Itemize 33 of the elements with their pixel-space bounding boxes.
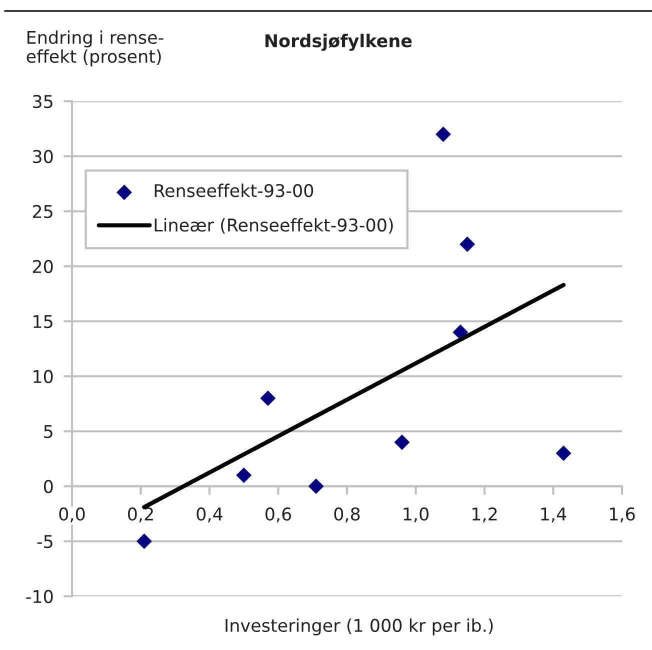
y-tick-label: 0 bbox=[44, 480, 53, 494]
y-tick-label: -5 bbox=[37, 535, 52, 548]
y-tick-label: 30 bbox=[33, 150, 53, 164]
x-tick-label: 1,4 bbox=[541, 508, 566, 522]
y-tick-label: 15 bbox=[34, 315, 52, 328]
y-tick-label: -10 bbox=[26, 590, 53, 604]
y-axis-title: Endring i rense- effekt (prosent) bbox=[26, 30, 164, 66]
x-tick-label: 1,2 bbox=[472, 507, 497, 522]
point bbox=[452, 324, 468, 340]
x-axis-title: Investeringer (1 000 kr per ib.) bbox=[226, 618, 493, 636]
point bbox=[394, 434, 410, 450]
legend-label: Renseeffekt-93-00 bbox=[154, 184, 314, 198]
y-tick-label: 10 bbox=[34, 370, 53, 384]
x-tick-label: 0,4 bbox=[196, 507, 222, 522]
x-tick-label: 1,6 bbox=[610, 507, 635, 522]
x-tick-label: 0,8 bbox=[334, 507, 360, 522]
point bbox=[236, 468, 252, 483]
x-tick-label: 0,2 bbox=[128, 507, 153, 522]
point bbox=[308, 478, 324, 494]
y-tick-label: 25 bbox=[32, 204, 52, 218]
legend-label: Lineær (Renseeffekt-93-00) bbox=[154, 218, 393, 234]
point bbox=[556, 446, 572, 461]
point bbox=[436, 126, 451, 142]
x-tick-label: 0,0 bbox=[59, 507, 85, 522]
x-tick-label: 1,0 bbox=[404, 507, 429, 522]
y-tick-label: 35 bbox=[33, 94, 52, 108]
x-tick-label: 0,6 bbox=[265, 507, 292, 522]
y-tick-label: 5 bbox=[44, 425, 52, 438]
point bbox=[260, 390, 276, 406]
point bbox=[460, 236, 476, 252]
chart-title: Nordsjøfylkene bbox=[265, 34, 412, 51]
y-tick-label: 20 bbox=[32, 260, 53, 274]
point bbox=[136, 534, 152, 549]
